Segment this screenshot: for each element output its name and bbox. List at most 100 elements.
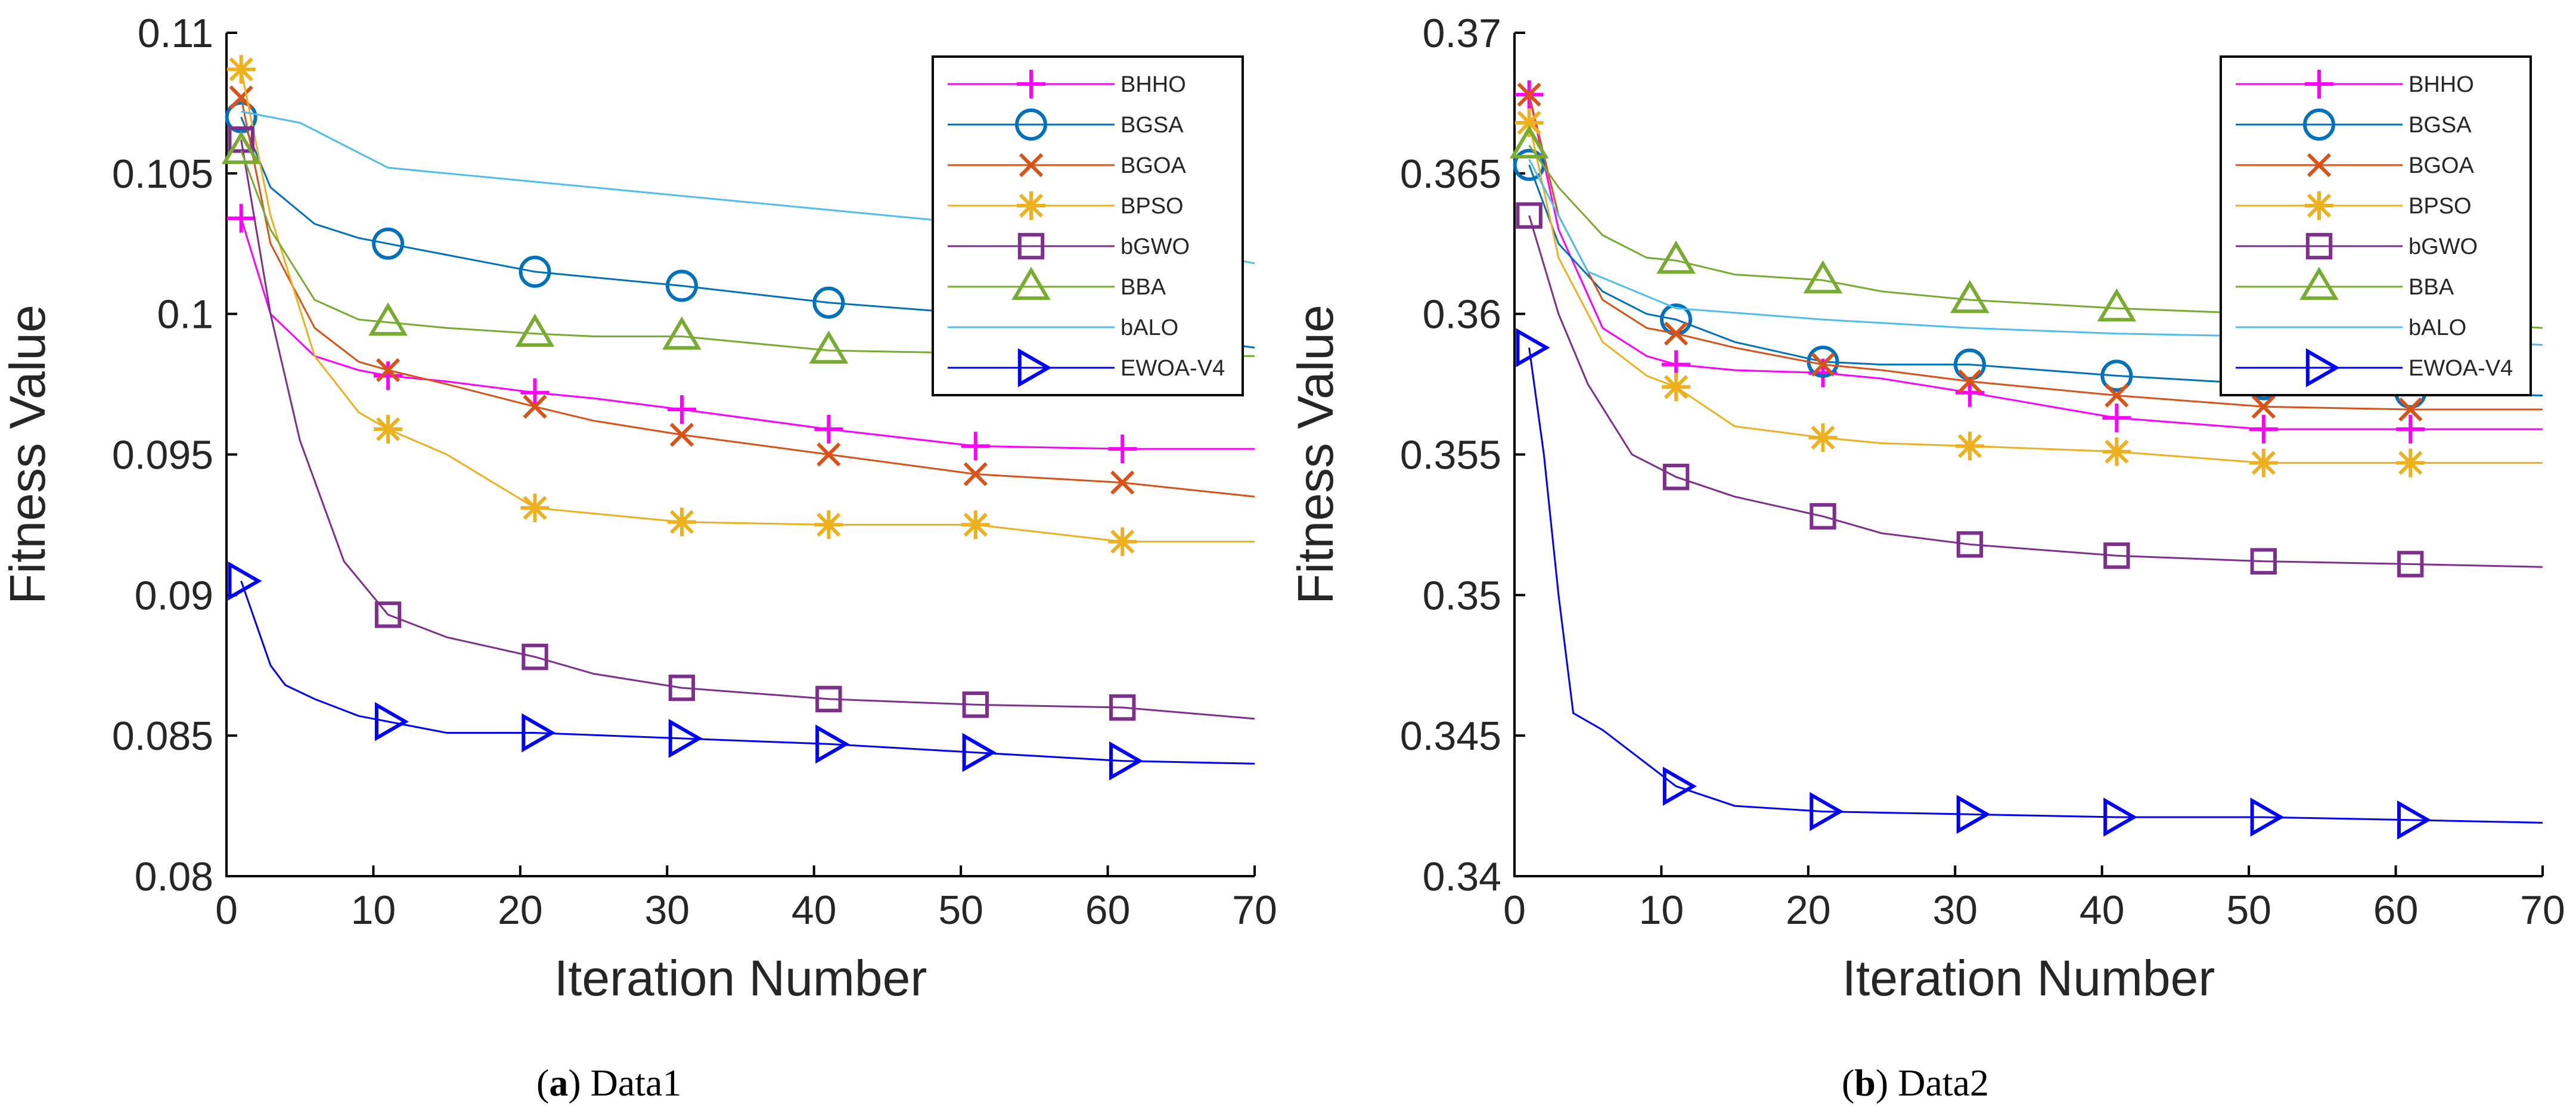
chart-b-legend-entry-bhho-label: BHHO xyxy=(2409,72,2474,97)
chart-a-series-bhho-marker xyxy=(667,395,696,424)
chart-b-series-bhho-marker xyxy=(2396,415,2425,444)
chart-a-legend: BHHO BGSA BGOA BPSO bGWO BBA bALO EWOA-V4 xyxy=(932,55,1244,396)
chart-b-series-ewoa-v4-marker xyxy=(2397,800,2432,840)
chart-a-ytick-label: 0.105 xyxy=(112,151,213,197)
chart-b-ylabel: Fitness Value xyxy=(1287,305,1343,604)
chart-a-series-bgoa-marker xyxy=(1110,470,1135,495)
caption-a: (a) Data1 xyxy=(536,1062,682,1104)
chart-a-xtick-label: 60 xyxy=(1085,888,1131,933)
chart-a-series-bpso-marker xyxy=(226,55,256,84)
chart-a-series-bgwo-marker xyxy=(962,691,989,718)
chart-a-legend-entry-bpso-marker xyxy=(1017,191,1045,220)
chart-a-series-bgsa-marker xyxy=(665,269,698,302)
chart-b-legend-entry-bba-marker xyxy=(2299,266,2339,300)
chart-b-series-ewoa-v4-marker xyxy=(1810,792,1844,831)
chart-a-series-bhho-marker xyxy=(814,415,843,444)
caption-a-text: Data1 xyxy=(590,1062,682,1104)
chart-b-series-bba-marker xyxy=(1950,280,1990,314)
chart-panel-a: 0 10 20 30 40 50 60 70 0.08 0.085 0.09 0.095 0.1 0.10… xyxy=(0,11,1277,1006)
chart-b-series-bpso-marker xyxy=(2249,448,2278,477)
chart-a-series-bgwo-marker xyxy=(668,674,696,702)
chart-a-series-bhho-marker xyxy=(226,204,256,233)
chart-a-ytick-label: 0.09 xyxy=(135,573,213,618)
chart-b-legend-entry-bpso-marker xyxy=(2305,191,2333,220)
chart-a-series-bgsa-marker xyxy=(519,255,551,288)
caption-b-label: b xyxy=(1854,1062,1876,1104)
chart-a-series-bgwo-line xyxy=(240,139,1255,720)
chart-a-series-bpso-marker xyxy=(961,510,990,539)
chart-b-ytick-label: 0.365 xyxy=(1400,151,1501,197)
chart-a-series-bpso-marker xyxy=(667,507,696,536)
chart-a-series-ewoa-v4-marker xyxy=(228,561,262,601)
chart-b-legend-box xyxy=(2220,55,2532,396)
chart-b-legend-entry-bgsa-label: BGSA xyxy=(2409,113,2472,138)
chart-b-series-bgwo-line xyxy=(1528,215,2543,568)
chart-a-xtick-label: 50 xyxy=(938,888,983,933)
chart-b-series-ewoa-v4-line xyxy=(1528,347,2543,824)
caption-b: (b) Data2 xyxy=(1842,1062,1990,1104)
chart-b-series-bgoa-marker xyxy=(1957,369,1982,393)
chart-a-ytick-label: 0.1 xyxy=(157,292,213,337)
chart-b-xtick-label: 60 xyxy=(2373,888,2419,933)
chart-a-series-bhho-marker xyxy=(961,432,990,461)
chart-a-xlabel: Iteration Number xyxy=(554,950,927,1006)
chart-b-series-bpso-marker xyxy=(1955,432,1984,461)
chart-a-legend-entry-bgsa-marker xyxy=(1015,108,1047,141)
chart-a-series-bgwo-marker xyxy=(815,685,842,713)
chart-a-series-bhho-marker xyxy=(374,361,403,390)
chart-a-legend-entry-bgsa-label: BGSA xyxy=(1121,113,1184,138)
chart-a-legend-entry-balo-label: bALO xyxy=(1121,315,1178,340)
chart-a-series-bgwo-marker xyxy=(522,643,548,671)
chart-b-legend-entry-bhho-marker xyxy=(2305,70,2333,98)
chart-a-xtick-label: 20 xyxy=(498,888,543,933)
chart-a-legend-entry-bgwo-marker xyxy=(1017,232,1045,260)
chart-a-series-bpso-marker xyxy=(814,510,843,539)
chart-b-series-bgwo-marker xyxy=(1516,202,1543,229)
chart-a-series-ewoa-v4-line xyxy=(240,581,1255,765)
chart-b-series-bgoa-marker xyxy=(1517,82,1541,107)
chart-b-series-bgoa-marker xyxy=(2398,397,2423,422)
chart-b-xtick-label: 20 xyxy=(1786,888,1831,933)
chart-panel-b: 0 10 20 30 40 50 60 70 0.34 0.345 0.35 0.355 0.36 0.3… xyxy=(1287,11,2565,1006)
chart-b-series-bgoa-marker xyxy=(2251,395,2276,419)
chart-b-xtick-label: 10 xyxy=(1639,888,1684,933)
chart-b-series-ewoa-v4-marker xyxy=(2250,798,2285,837)
chart-a-series-bhho-marker xyxy=(1108,435,1137,464)
chart-a-series-ewoa-v4-marker xyxy=(522,713,556,753)
chart-b-series-ewoa-v4-marker xyxy=(1516,328,1550,368)
chart-b-series-bgoa-marker xyxy=(1811,352,1835,377)
chart-a-legend-entry-bba-label: BBA xyxy=(1121,275,1166,300)
chart-b-series-ewoa-v4-marker xyxy=(2103,798,2138,837)
chart-a-xtick-label: 40 xyxy=(792,888,837,933)
chart-b-legend-entry-bgsa-marker xyxy=(2303,108,2335,141)
chart-a-ylabel: Fitness Value xyxy=(0,305,55,604)
chart-b-series-bgwo-marker xyxy=(1810,503,1836,530)
chart-a-series-bba-marker xyxy=(809,330,849,364)
caption-a-label: a xyxy=(549,1062,569,1104)
chart-b-xtick-label: 0 xyxy=(1503,888,1526,933)
chart-b-xtick-label: 50 xyxy=(2226,888,2271,933)
chart-a-ytick-label: 0.08 xyxy=(135,854,213,899)
chart-b-series-ewoa-v4-marker xyxy=(1956,795,1991,834)
chart-b-series-bgwo-marker xyxy=(2250,548,2277,575)
chart-b-legend-entry-bgwo-label: bGWO xyxy=(2409,234,2478,259)
chart-b-ytick-label: 0.34 xyxy=(1423,854,1501,899)
chart-b-series-bba-marker xyxy=(2097,288,2137,322)
chart-a-series-bgoa-marker xyxy=(669,423,694,447)
chart-a-series-bgsa-marker xyxy=(372,227,405,260)
chart-a-legend-entry-bgoa-label: BGOA xyxy=(1121,153,1186,178)
chart-a-xtick-label: 10 xyxy=(351,888,396,933)
chart-b-legend-entry-bgwo-marker xyxy=(2305,232,2333,260)
chart-a-legend-entry-bgoa-marker xyxy=(1019,153,1044,178)
chart-a-series-ewoa-v4-marker xyxy=(374,702,409,741)
chart-b-legend-entry-bgoa-label: BGOA xyxy=(2409,153,2474,178)
chart-b-marks: 0 10 20 30 40 50 60 70 0.34 0.345 0.35 0.355 0.36 0.3… xyxy=(1287,11,2565,1006)
chart-b-ytick-label: 0.355 xyxy=(1400,433,1501,478)
chart-b-ytick-label: 0.35 xyxy=(1423,573,1501,618)
chart-a-series-bgwo-marker xyxy=(374,601,402,628)
chart-a-legend-entry-ewoa-v4-marker xyxy=(1017,348,1052,387)
chart-a-series-bba-marker xyxy=(368,302,408,336)
chart-b-legend-entry-bpso-label: BPSO xyxy=(2409,194,2472,219)
chart-a-series-bgoa-marker xyxy=(817,442,841,467)
chart-b-series-bgoa-marker xyxy=(2105,383,2129,408)
